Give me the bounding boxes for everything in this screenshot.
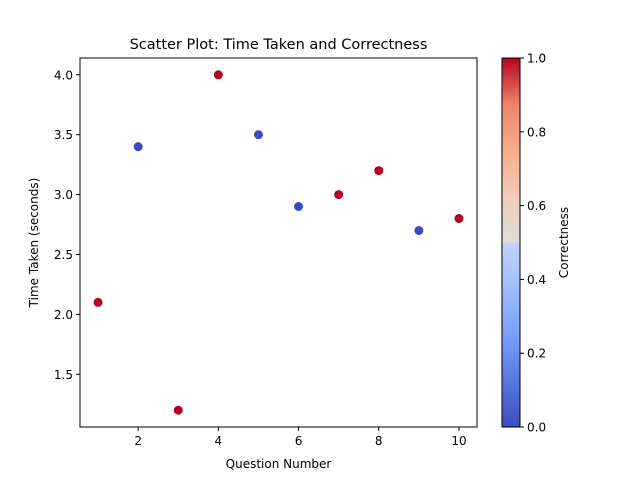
y-axis-label: Time Taken (seconds): [27, 178, 41, 309]
y-tick-label: 2.5: [54, 248, 73, 262]
y-tick-label: 2.0: [54, 308, 73, 322]
data-point-2: [133, 142, 143, 152]
data-point-6: [294, 202, 304, 212]
colorbar: 0.0 0.2 0.4 0.6 0.8 1.0 Correctness: [501, 52, 571, 435]
plot-frame: [79, 57, 478, 428]
colorbar-tick-label: 0.8: [527, 125, 546, 139]
y-tick-label: 3.5: [54, 128, 73, 142]
data-point-1: [93, 297, 103, 307]
y-tick-label: 1.5: [54, 368, 73, 382]
x-tick-label: 6: [295, 434, 303, 448]
colorbar-tick-label: 0.2: [527, 347, 546, 361]
colorbar-frame: [501, 57, 521, 428]
data-point-10: [454, 214, 464, 224]
colorbar-tick-label: 1.0: [527, 52, 546, 66]
data-point-7: [334, 190, 344, 200]
x-tick-label: 8: [375, 434, 383, 448]
chart-title: Scatter Plot: Time Taken and Correctness: [130, 37, 428, 53]
colorbar-ticks: 0.0 0.2 0.4 0.6 0.8 1.0: [520, 52, 546, 435]
colorbar-gradient: [502, 58, 520, 427]
x-axis-label: Question Number: [226, 457, 332, 471]
colorbar-tick-label: 0.4: [527, 273, 546, 287]
colorbar-tick-label: 0.6: [527, 199, 546, 213]
colorbar-tick-label: 0.0: [527, 421, 546, 435]
data-point-3: [173, 405, 183, 415]
x-tick-label: 10: [451, 434, 466, 448]
plot-area: 2 4 6 8 10 1.5 2.0 2.5 3.0 3.5 4.0: [54, 68, 467, 448]
y-tick-label: 3.0: [54, 188, 73, 202]
data-point-4: [213, 70, 223, 80]
data-point-8: [374, 166, 384, 176]
data-point-9: [414, 226, 424, 236]
y-tick-label: 4.0: [54, 68, 73, 82]
x-tick-label: 2: [134, 434, 142, 448]
x-tick-label: 4: [215, 434, 223, 448]
data-point-5: [253, 130, 263, 140]
colorbar-label: Correctness: [557, 207, 571, 278]
